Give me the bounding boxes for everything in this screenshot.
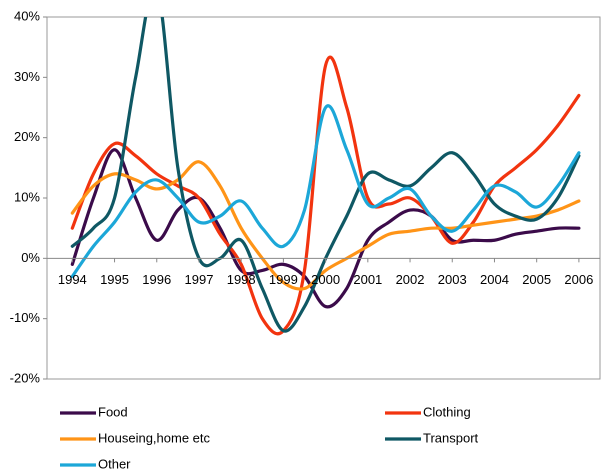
- x-tick-label: 2001: [353, 272, 382, 287]
- x-tick-label: 2000: [311, 272, 340, 287]
- legend-label: Other: [98, 456, 131, 471]
- x-tick-label: 1995: [100, 272, 129, 287]
- x-tick-label: 1998: [227, 272, 256, 287]
- x-tick-label: 1994: [58, 272, 87, 287]
- y-tick-label: -10%: [10, 310, 41, 325]
- series-line: [70, 55, 581, 336]
- series-line: [70, 148, 581, 309]
- legend-label: Food: [98, 404, 128, 419]
- x-tick-label: 1997: [185, 272, 214, 287]
- y-tick-label: 20%: [14, 129, 40, 144]
- y-tick-label: 40%: [14, 8, 40, 23]
- y-tick-label: -20%: [10, 370, 41, 385]
- plot-lines: [70, 17, 581, 336]
- x-tick-label: 2002: [396, 272, 425, 287]
- y-tick-label: 30%: [14, 69, 40, 84]
- series-line: [70, 160, 581, 291]
- x-tick-label: 1996: [142, 272, 171, 287]
- legend-label: Transport: [423, 430, 479, 445]
- x-tick-label: 2005: [522, 272, 551, 287]
- y-tick-label: 10%: [14, 189, 40, 204]
- series-line: [70, 104, 581, 279]
- x-tick-label: 2004: [480, 272, 509, 287]
- x-tick-label: 2006: [564, 272, 593, 287]
- legend-label: Clothing: [423, 404, 471, 419]
- x-tick-label: 2003: [438, 272, 467, 287]
- x-tick-label: 1999: [269, 272, 298, 287]
- series-line: [70, 17, 581, 333]
- y-tick-label: 0%: [21, 250, 40, 265]
- legend-label: Houseing,home etc: [98, 430, 211, 445]
